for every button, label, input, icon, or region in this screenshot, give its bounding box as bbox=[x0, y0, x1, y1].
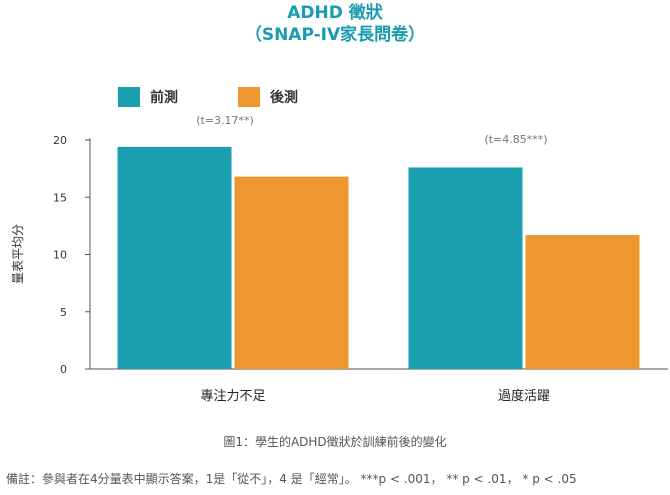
footnote: 備註：參與者在4分量表中顯示答案，1是「從不」，4 是「經常」。 ***p < … bbox=[6, 472, 577, 486]
x-category-label-1: 過度活躍 bbox=[498, 388, 550, 404]
y-tick-label-3: 15 bbox=[53, 191, 67, 204]
t-annotation-0: (t=3.17**) bbox=[196, 114, 254, 127]
chart-subtitle: （SNAP-IV家長問卷） bbox=[244, 25, 426, 45]
legend-label-posttest: 後測 bbox=[270, 90, 298, 106]
t-annotation-1: (t=4.85***) bbox=[484, 133, 547, 146]
y-tick-label-0: 0 bbox=[60, 363, 67, 376]
legend-swatch-pretest bbox=[118, 87, 140, 107]
legend-item-pretest: 前測 bbox=[118, 86, 178, 108]
x-category-label-0: 專注力不足 bbox=[200, 389, 265, 404]
y-tick-label-4: 20 bbox=[53, 134, 67, 147]
chart-title: ADHD 徵狀 bbox=[287, 3, 383, 23]
y-tick-label-2: 10 bbox=[53, 249, 67, 262]
y-axis-label: 量表平均分 bbox=[11, 224, 25, 284]
y-tick-label-1: 5 bbox=[60, 306, 67, 319]
bar-posttest-1 bbox=[525, 235, 640, 369]
bar-pretest-0 bbox=[117, 146, 232, 369]
legend-label-pretest: 前測 bbox=[150, 90, 178, 106]
legend-swatch-posttest bbox=[238, 87, 260, 107]
legend-item-posttest: 後測 bbox=[238, 86, 298, 108]
bar-posttest-0 bbox=[234, 176, 349, 369]
bar-pretest-1 bbox=[408, 167, 523, 369]
figure-caption: 圖1：學生的ADHD徵狀於訓練前後的變化 bbox=[223, 435, 447, 449]
